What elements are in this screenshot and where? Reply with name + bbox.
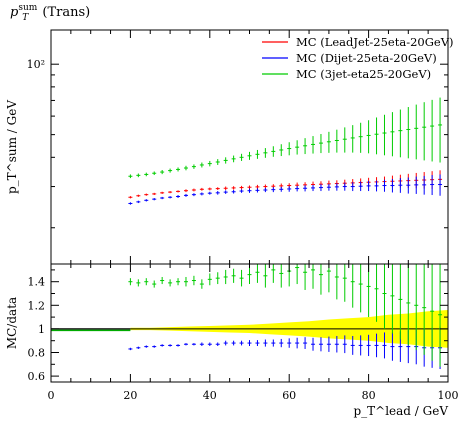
main-frame-border (50, 29, 449, 265)
y-tick-label: 1 (38, 323, 45, 336)
legend-entry: MC (Dijet-25eta-20GeV) (296, 51, 437, 65)
ratio-y-axis-label: MC/data (5, 297, 19, 349)
y-axis-label: p_T^sum / GeV (5, 100, 19, 194)
x-tick-label: 80 (362, 389, 376, 402)
x-tick-label: 100 (438, 389, 459, 402)
x-tick-label: 60 (282, 389, 296, 402)
legend-entry: MC (3jet-eta25-20GeV) (296, 67, 431, 81)
y-tick-label: 10² (27, 58, 45, 71)
x-axis-label: p_T^lead / GeV (353, 404, 448, 418)
legend-entry: MC (LeadJet-25eta-20GeV) (296, 35, 454, 49)
y-tick-label: 1.4 (28, 276, 46, 289)
x-tick-label: 40 (203, 389, 217, 402)
main-series-3 (128, 97, 443, 179)
page-title: psum T (Trans) (10, 3, 90, 23)
x-tick-label: 0 (48, 389, 55, 402)
main-series-2 (128, 174, 443, 205)
y-tick-label: 0.8 (28, 347, 46, 360)
y-tick-label: 0.6 (28, 370, 46, 383)
ratio-panel: 0.6 0.8 1 1.2 1.4 0 20 40 60 80 100 MC/data p_T^lead… (5, 263, 459, 418)
y-tick-label: 1.2 (28, 299, 46, 312)
main-panel: 10² p_T^sum / GeV (5, 29, 449, 265)
legend: MC (LeadJet-25eta-20GeV) MC (Dijet-25eta-… (262, 35, 454, 81)
ratio-series-3 (128, 264, 443, 367)
main-series-1 (128, 170, 443, 199)
x-tick-label: 20 (123, 389, 137, 402)
